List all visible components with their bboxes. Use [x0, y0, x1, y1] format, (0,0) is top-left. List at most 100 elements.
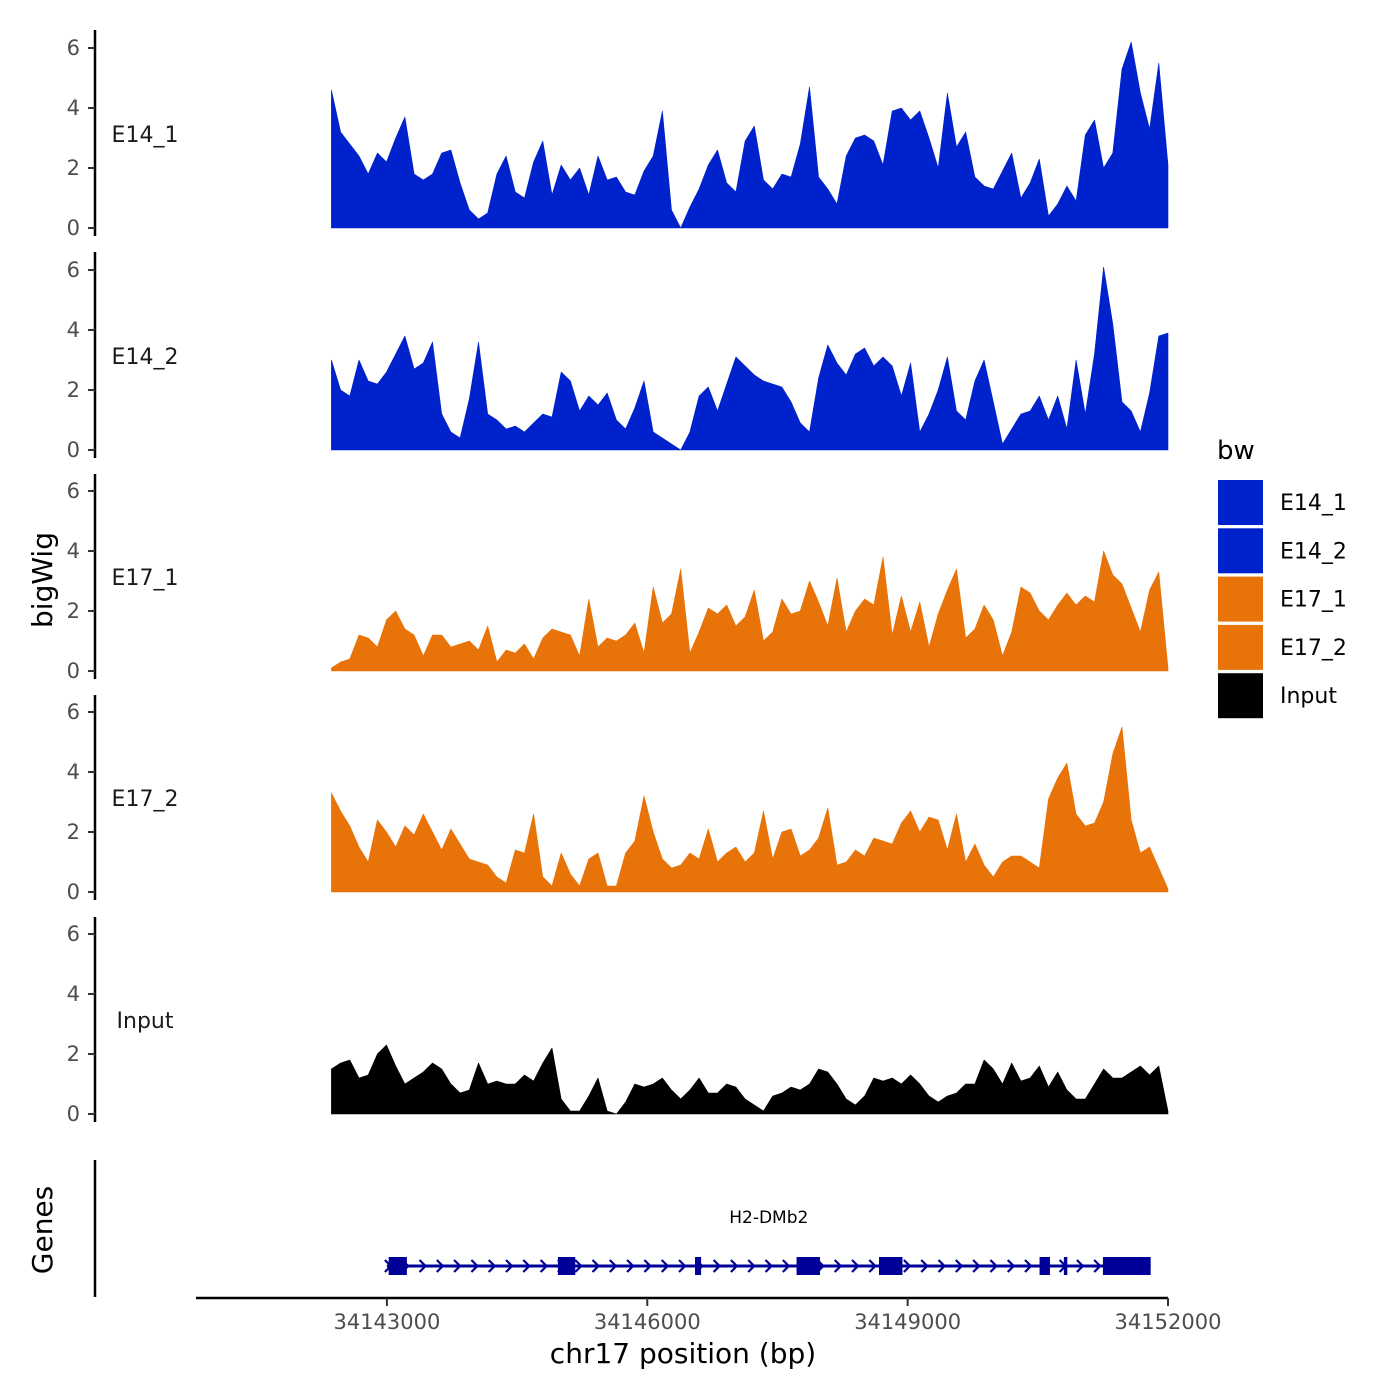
track-e14-1: 0 2 4 6 E14_1 [67, 30, 1169, 240]
legend-swatch [1218, 673, 1263, 719]
strand-arrow [1006, 1259, 1016, 1273]
legend-swatch [1218, 576, 1263, 622]
strand-arrow [1093, 1259, 1102, 1273]
gene-exon [879, 1257, 903, 1275]
y-tick-label: 2 [67, 1042, 80, 1066]
gene-exon [1102, 1257, 1151, 1275]
legend: bw E14_1 E14_2 E17_1 E17_2 Input [1217, 436, 1347, 719]
strand-arrow [660, 1259, 670, 1273]
strand-arrow [470, 1259, 479, 1273]
strand-arrow [903, 1259, 912, 1273]
coverage-area-e14-1 [331, 41, 1169, 229]
y-tick-label: 6 [67, 479, 80, 503]
strand-arrow [574, 1259, 583, 1273]
y-axis-title: bigWig [26, 532, 59, 628]
track-input: 0 2 4 6 Input [67, 917, 1169, 1126]
strand-arrow [937, 1259, 947, 1273]
y-tick-label: 2 [67, 820, 80, 844]
legend-swatch [1218, 624, 1263, 670]
strand-arrow [782, 1259, 791, 1273]
strand-arrow [418, 1259, 428, 1273]
track-e17-2: 0 2 4 6 E17_2 [67, 695, 1169, 904]
track-label: E17_1 [112, 566, 179, 591]
strand-arrow [989, 1259, 998, 1273]
track-label: E17_2 [112, 787, 179, 812]
y-tick-label: 6 [67, 922, 80, 946]
gene-exon [557, 1257, 576, 1275]
track-label: Input [117, 1009, 174, 1034]
y-tick-label: 2 [67, 378, 80, 402]
x-tick-label: 34149000 [854, 1310, 961, 1334]
gene-exon [695, 1257, 702, 1275]
strand-arrow [1076, 1259, 1085, 1273]
strand-arrow [868, 1259, 877, 1273]
genes-track: Genes H2-DMb2 [26, 1160, 1151, 1297]
strand-arrow [539, 1259, 549, 1273]
coverage-area-input [331, 1044, 1169, 1115]
x-axis-title: chr17 position (bp) [550, 1337, 816, 1370]
y-tick-label: 0 [67, 216, 80, 240]
coverage-area-e17-2 [331, 726, 1169, 893]
x-tick-label: 34146000 [594, 1310, 701, 1334]
gene-name-label: H2-DMb2 [729, 1208, 808, 1228]
strand-arrow [1024, 1259, 1033, 1273]
y-tick-label: 0 [67, 1102, 80, 1126]
y-tick-label: 0 [67, 438, 80, 462]
strand-arrow [833, 1259, 843, 1273]
strand-arrow [436, 1259, 445, 1273]
tracks-area: 0 2 4 6 E14_1 0 2 4 6 E14_2 0 2 4 6 E17_1 0 2 4 6 E17_2 0 2 4 6… [67, 30, 1169, 1126]
y-tick-label: 6 [67, 700, 80, 724]
strand-arrow [730, 1259, 739, 1273]
track-e17-1: 0 2 4 6 E17_1 [67, 474, 1169, 683]
y-tick-label: 2 [67, 156, 80, 180]
track-e14-2: 0 2 4 6 E14_2 [67, 252, 1169, 462]
legend-entry-label: E17_2 [1280, 636, 1347, 661]
legend-entry-label: E14_2 [1280, 539, 1347, 564]
strand-arrow [955, 1259, 964, 1273]
y-tick-label: 4 [67, 96, 80, 120]
strand-arrow [712, 1259, 722, 1273]
strand-arrow [851, 1259, 860, 1273]
y-tick-label: 4 [67, 539, 80, 563]
legend-swatch [1218, 480, 1263, 525]
y-tick-label: 2 [67, 599, 80, 623]
strand-arrow [609, 1259, 618, 1273]
legend-entry-label: E14_1 [1280, 491, 1347, 516]
legend-title: bw [1217, 436, 1255, 466]
strand-arrow [453, 1259, 462, 1273]
track-label: E14_2 [112, 345, 179, 370]
track-label: E14_1 [112, 123, 179, 148]
legend-entry-label: Input [1280, 684, 1337, 709]
y-tick-label: 4 [67, 982, 80, 1006]
x-tick-label: 34152000 [1115, 1310, 1222, 1334]
strand-arrow [643, 1259, 652, 1273]
strand-arrow [522, 1259, 531, 1273]
strand-arrow [678, 1259, 687, 1273]
strand-arrow [920, 1259, 929, 1273]
legend-swatch [1218, 528, 1263, 574]
gene-exon [1039, 1257, 1050, 1275]
y-tick-label: 6 [67, 36, 80, 60]
y-tick-label: 0 [67, 659, 80, 683]
coverage-area-e14-2 [331, 266, 1169, 451]
strand-arrow [487, 1259, 497, 1273]
strand-arrow [505, 1259, 514, 1273]
strand-arrow [764, 1259, 774, 1273]
strand-arrow [972, 1259, 981, 1273]
legend-entry-label: E17_1 [1280, 588, 1347, 613]
gene-exon [388, 1257, 407, 1275]
gene-exon [1063, 1257, 1068, 1275]
x-tick-label: 34143000 [333, 1310, 440, 1334]
coverage-area-e17-1 [331, 550, 1169, 672]
x-axis: 34143000 34146000 34149000 34152000 [196, 1296, 1222, 1334]
strand-arrow [747, 1259, 756, 1273]
genes-track-label: Genes [26, 1186, 59, 1274]
y-tick-label: 0 [67, 880, 80, 904]
y-tick-label: 4 [67, 760, 80, 784]
strand-arrow [591, 1259, 601, 1273]
y-tick-label: 4 [67, 318, 80, 342]
gene-exon [796, 1257, 820, 1275]
y-tick-label: 6 [67, 258, 80, 282]
strand-arrow [626, 1259, 635, 1273]
